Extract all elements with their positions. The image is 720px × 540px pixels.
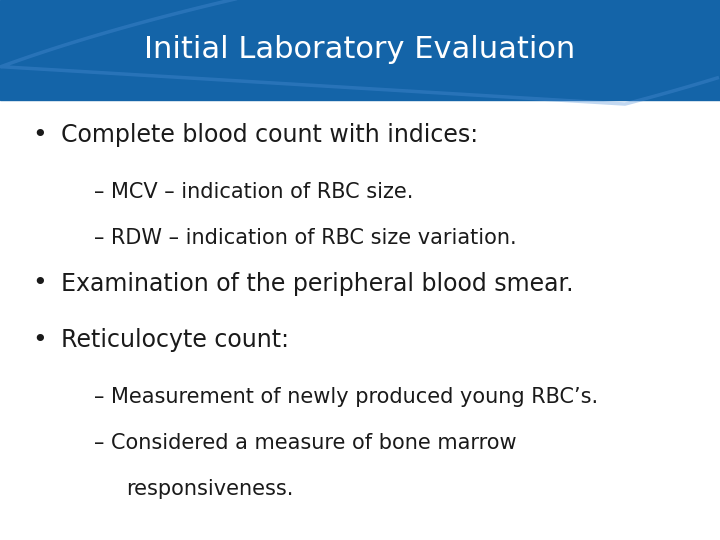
Text: – MCV – indication of RBC size.: – MCV – indication of RBC size. — [94, 181, 413, 202]
Bar — [0, 0, 720, 100]
Text: – Measurement of newly produced young RBC’s.: – Measurement of newly produced young RB… — [94, 387, 598, 407]
Text: Initial Laboratory Evaluation: Initial Laboratory Evaluation — [145, 36, 575, 64]
Text: – Considered a measure of bone marrow: – Considered a measure of bone marrow — [94, 433, 516, 453]
Text: Reticulocyte count:: Reticulocyte count: — [61, 328, 289, 352]
Text: Examination of the peripheral blood smear.: Examination of the peripheral blood smea… — [61, 272, 574, 295]
Text: responsiveness.: responsiveness. — [126, 478, 293, 499]
Text: •: • — [32, 272, 47, 295]
Text: – RDW – indication of RBC size variation.: – RDW – indication of RBC size variation… — [94, 227, 516, 248]
Text: Complete blood count with indices:: Complete blood count with indices: — [61, 123, 478, 147]
Text: •: • — [32, 328, 47, 352]
Text: •: • — [32, 123, 47, 147]
